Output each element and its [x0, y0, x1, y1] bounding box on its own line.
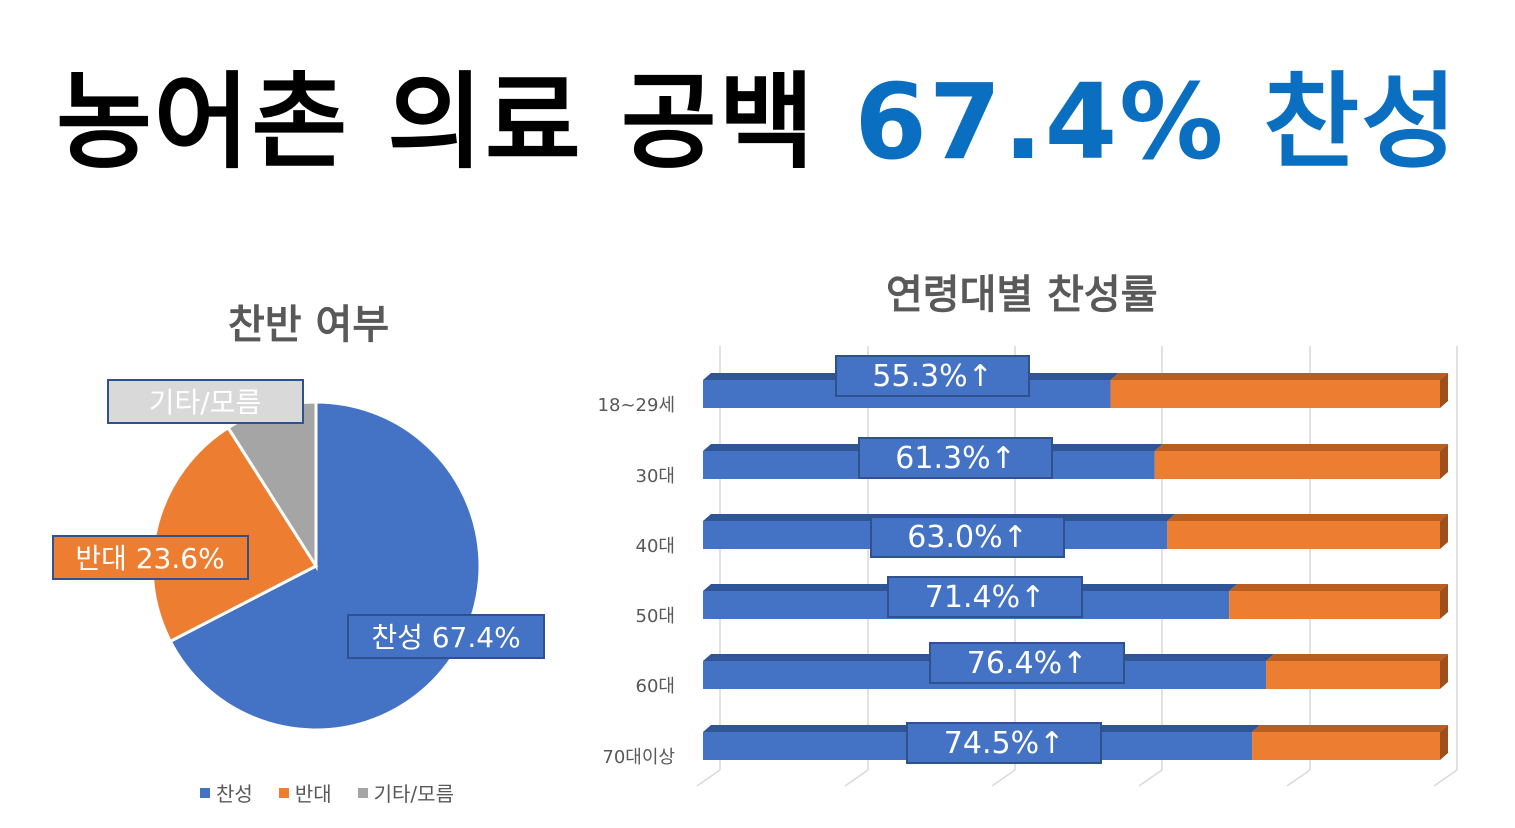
bar-top-oppose [1229, 584, 1448, 591]
bar-series [703, 373, 1448, 760]
bar-segment-oppose [1167, 521, 1440, 549]
legend-item-oppose: 반대 [278, 778, 332, 807]
bar-top-oppose [1252, 725, 1448, 732]
bar-gridlines [696, 346, 1458, 787]
bar-top-oppose [1167, 514, 1448, 521]
bar-category-label: 18~29세 [597, 395, 675, 416]
bar-category-label: 30대 [635, 466, 675, 487]
bar-end-face [1440, 373, 1448, 408]
legend-item-other: 기타/모름 [357, 778, 454, 807]
bar-segment-oppose [1229, 591, 1440, 619]
bar-value-label: 63.0%↑ [870, 516, 1065, 558]
legend-item-favor: 찬성 [200, 778, 253, 807]
bar-segment-oppose [1266, 661, 1440, 689]
legend-label: 찬성 [216, 782, 253, 806]
bar-category-label: 50대 [635, 606, 675, 627]
pie-label-favor: 찬성 67.4% [347, 614, 545, 659]
bar-end-face [1440, 584, 1448, 619]
bar-segment-oppose [1252, 732, 1440, 760]
legend-swatch-oppose [278, 787, 289, 798]
pie-slice-oppose [150, 425, 319, 644]
bar-end-face [1440, 654, 1448, 689]
pie-chart-title: 찬반 여부 [228, 302, 390, 348]
bar-category-label: 40대 [635, 536, 675, 557]
bar-end-face [1440, 725, 1448, 760]
bar-category-label: 60대 [635, 676, 675, 697]
legend-label: 기타/모름 [373, 782, 454, 806]
headline: 농어촌 의료 공백 67.4% 찬성 [0, 62, 1515, 182]
legend-swatch-favor [200, 787, 210, 798]
headline-main: 농어촌 의료 공백 [56, 61, 817, 183]
svg-text:기타/모름: 기타/모름 [149, 386, 261, 419]
legend-label: 반대 [294, 782, 332, 806]
pie-chart: 기타/모름 반대 23.6% 찬성 67.4% [52, 379, 545, 732]
bar-value-label: 76.4%↑ [929, 642, 1125, 684]
bar-chart-title: 연령대별 찬성률 [886, 272, 1158, 318]
bar-value-label: 71.4%↑ [887, 576, 1083, 618]
bar-end-face [1440, 444, 1448, 479]
pie-label-oppose: 반대 23.6% [52, 535, 249, 580]
headline-highlight: 67.4% 찬성 [854, 61, 1459, 183]
bar-top-oppose [1154, 444, 1448, 451]
pie-label-other: 기타/모름 [107, 379, 304, 424]
svg-text:반대 23.6%: 반대 23.6% [75, 542, 224, 575]
bar-top-oppose [1110, 373, 1448, 380]
bar-value-label: 74.5%↑ [906, 722, 1102, 764]
legend-swatch-other [357, 787, 368, 798]
bar-top-oppose [1266, 654, 1448, 661]
bar-end-face [1440, 514, 1448, 549]
bar-value-label: 55.3%↑ [835, 355, 1030, 397]
bar-segment-oppose [1110, 380, 1440, 408]
svg-text:찬성 67.4%: 찬성 67.4% [371, 621, 520, 654]
bar-value-label: 61.3%↑ [858, 437, 1053, 479]
bar-segment-oppose [1154, 451, 1440, 479]
pie-legend: 찬성 반대 기타/모름 [200, 778, 454, 807]
bar-category-label: 70대이상 [602, 747, 675, 768]
